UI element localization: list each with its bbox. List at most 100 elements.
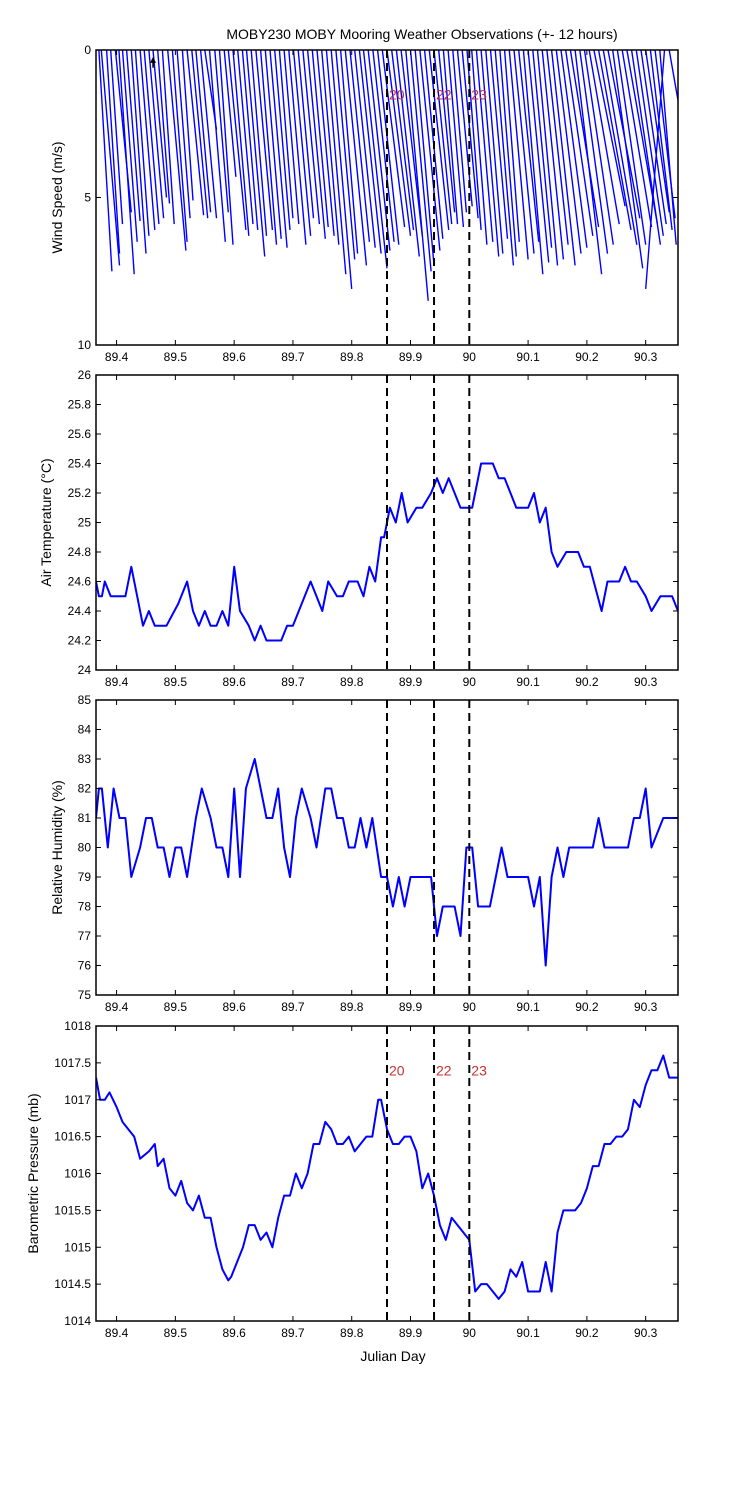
wind-stick	[532, 50, 553, 248]
wind-stick	[452, 50, 468, 213]
y-tick-label: 5	[84, 191, 91, 205]
wind-stick	[503, 50, 520, 242]
wind-stick	[171, 50, 188, 242]
y-tick-label: 76	[78, 959, 92, 973]
wind-stick	[569, 50, 600, 228]
x-tick-label: 90.1	[516, 1326, 540, 1340]
wind-stick	[214, 50, 229, 213]
wind-stick	[419, 50, 441, 251]
y-tick-label: 1015.5	[54, 1203, 91, 1217]
x-tick-label: 89.9	[399, 675, 423, 689]
wind-stick	[349, 50, 371, 242]
y-tick-label: 84	[78, 723, 92, 737]
wind-stick	[227, 50, 247, 230]
x-tick-label: 89.8	[340, 1000, 364, 1014]
x-tick-label: 90.3	[634, 675, 658, 689]
wind-stick	[358, 50, 382, 254]
y-tick-label: 1014.5	[54, 1277, 91, 1291]
wind-stick	[195, 50, 212, 213]
y-tick-label: 25.4	[68, 457, 92, 471]
wind-stick	[121, 50, 138, 242]
series-line-temp	[96, 462, 678, 642]
y-tick-label: 24.8	[68, 545, 92, 559]
wind-stick	[536, 50, 559, 266]
wind-stick	[499, 50, 517, 257]
x-tick-label: 89.5	[164, 350, 188, 364]
wind-stick	[306, 50, 326, 239]
y-tick-label: 25	[78, 516, 92, 530]
wind-stick	[237, 50, 254, 225]
x-tick-label: 90.2	[575, 1326, 599, 1340]
wind-stick	[255, 50, 274, 230]
x-tick-label: 89.6	[222, 1000, 246, 1014]
wind-stick	[527, 50, 550, 263]
wind-stick	[302, 50, 321, 225]
y-tick-label: 24.4	[68, 604, 92, 618]
wind-stick	[325, 50, 347, 275]
x-tick-label: 89.6	[222, 675, 246, 689]
wind-stick	[621, 50, 653, 228]
y-tick-label: 80	[78, 841, 92, 855]
panel-wind: 20 22 23 0 5 10 89.4 89.5 89.6 89.7 89.8 89.9 90 90.1…	[49, 43, 679, 364]
x-tick-label: 89.9	[399, 1326, 423, 1340]
wind-stick	[264, 50, 282, 239]
wind-stick	[414, 50, 435, 266]
y-tick-label: 24	[78, 663, 92, 677]
wind-stick	[405, 50, 429, 301]
wind-stick	[513, 50, 535, 254]
wind-stick	[616, 50, 647, 245]
y-tick-label: 78	[78, 900, 92, 914]
x-tick-label: 90.1	[516, 1000, 540, 1014]
wind-stick	[602, 50, 638, 245]
wind-stick	[630, 50, 662, 245]
x-tick-label: 89.8	[340, 1326, 364, 1340]
wind-stick	[278, 50, 294, 219]
wind-stick	[199, 50, 218, 219]
wind-stick	[100, 50, 121, 266]
arrow-head	[150, 56, 157, 63]
y-tick-label: 79	[78, 870, 92, 884]
x-tick-label: 89.7	[281, 675, 305, 689]
wind-stick	[391, 50, 415, 230]
wind-stick	[297, 50, 315, 219]
wind-stick	[475, 50, 494, 242]
wind-stick	[597, 50, 632, 231]
x-tick-label: 89.4	[105, 675, 129, 689]
data-temp	[96, 462, 678, 642]
wind-stick	[139, 50, 156, 230]
panels: 20 22 23 0 5 10 89.4 89.5 89.6 89.7 89.8 89.9 90 90.1…	[25, 43, 679, 1340]
wind-stick	[344, 50, 368, 266]
wind-stick	[489, 50, 509, 239]
wind-stick	[471, 50, 488, 245]
wind-stick	[442, 50, 459, 225]
wind-stick	[645, 50, 666, 289]
wind-stick	[316, 50, 335, 236]
series-line-pressure	[96, 1054, 678, 1300]
y-axis-label-wind: Wind Speed (m/s)	[49, 141, 65, 253]
y-axis-label-temp: Air Temperature (°C)	[38, 458, 54, 586]
wind-stick	[612, 50, 644, 269]
y-tick-label: 1015	[64, 1240, 91, 1254]
wind-stick	[494, 50, 515, 266]
wind-stick	[181, 50, 194, 201]
wind-stick	[583, 50, 614, 245]
y-axis-label-humidity: Relative Humidity (%)	[49, 780, 65, 915]
wind-stick	[218, 50, 234, 245]
panel-humidity: 75 76 77 78 79 80 81 82 83 84 85 89.4 89.5 89.6 89.7 89…	[49, 693, 679, 1014]
wind-stick	[125, 50, 141, 222]
y-tick-label: 25.2	[68, 486, 92, 500]
x-tick-label: 89.9	[399, 350, 423, 364]
wind-stick	[649, 50, 673, 230]
y-tick-label: 1017	[64, 1093, 91, 1107]
wind-stick	[118, 50, 135, 275]
y-tick-label: 85	[78, 693, 92, 707]
wind-stick	[376, 50, 400, 245]
wind-stick	[130, 50, 147, 254]
wind-stick	[110, 50, 124, 225]
wind-stick	[447, 50, 465, 228]
y-tick-label: 25.8	[68, 398, 92, 412]
wind-stick	[288, 50, 307, 245]
wind-stick	[372, 50, 395, 242]
wind-stick	[522, 50, 544, 275]
x-tick-label: 89.4	[105, 350, 129, 364]
